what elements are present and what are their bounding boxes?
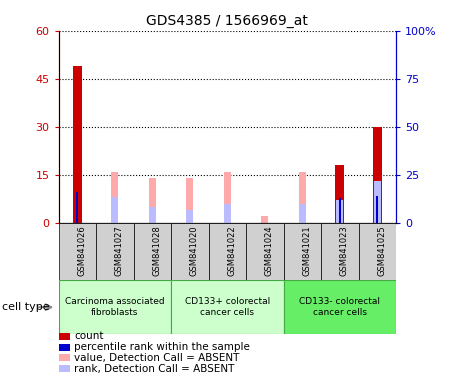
Title: GDS4385 / 1566969_at: GDS4385 / 1566969_at <box>146 14 308 28</box>
Bar <box>335 165 344 223</box>
Bar <box>224 172 230 223</box>
Bar <box>186 178 193 223</box>
Text: value, Detection Call = ABSENT: value, Detection Call = ABSENT <box>74 353 239 363</box>
Bar <box>338 198 341 223</box>
Bar <box>112 172 118 223</box>
Bar <box>58 223 96 280</box>
Bar <box>76 192 78 223</box>
Bar <box>72 66 82 223</box>
Bar <box>171 223 208 280</box>
Text: CD133- colorectal
cancer cells: CD133- colorectal cancer cells <box>299 298 380 317</box>
Bar <box>284 280 396 334</box>
Bar <box>208 223 246 280</box>
Text: CD133+ colorectal
cancer cells: CD133+ colorectal cancer cells <box>184 298 270 317</box>
Text: GSM841023: GSM841023 <box>340 226 349 276</box>
Text: GSM841025: GSM841025 <box>377 226 386 276</box>
Bar <box>246 223 284 280</box>
Bar <box>171 280 284 334</box>
Text: rank, Detection Call = ABSENT: rank, Detection Call = ABSENT <box>74 364 234 374</box>
Bar <box>299 172 306 223</box>
Text: GSM841027: GSM841027 <box>115 226 124 276</box>
Bar <box>149 178 156 223</box>
Text: GSM841024: GSM841024 <box>265 226 274 276</box>
Text: Carcinoma associated
fibroblasts: Carcinoma associated fibroblasts <box>65 298 165 317</box>
Bar <box>374 181 381 223</box>
Bar <box>359 223 396 280</box>
Bar <box>96 223 134 280</box>
Bar <box>58 280 171 334</box>
Text: GSM841022: GSM841022 <box>227 226 236 276</box>
Text: GSM841026: GSM841026 <box>77 226 86 276</box>
Bar <box>261 216 268 223</box>
Bar <box>149 207 156 223</box>
Text: count: count <box>74 331 104 341</box>
Text: cell type: cell type <box>2 302 50 312</box>
Bar <box>186 210 193 223</box>
Text: percentile rank within the sample: percentile rank within the sample <box>74 342 250 352</box>
Bar <box>134 223 171 280</box>
Bar <box>299 204 306 223</box>
Bar <box>373 127 382 223</box>
Bar <box>321 223 359 280</box>
Bar <box>374 178 381 223</box>
Bar <box>224 204 230 223</box>
Text: GSM841021: GSM841021 <box>302 226 311 276</box>
Bar <box>112 197 118 223</box>
Text: GSM841028: GSM841028 <box>152 226 161 276</box>
Bar <box>337 178 343 223</box>
Bar <box>337 200 343 223</box>
Text: GSM841020: GSM841020 <box>190 226 199 276</box>
Bar <box>284 223 321 280</box>
Bar <box>376 196 378 223</box>
